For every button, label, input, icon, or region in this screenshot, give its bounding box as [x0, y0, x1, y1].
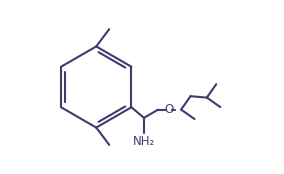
- Text: NH₂: NH₂: [133, 136, 155, 148]
- Text: O: O: [164, 103, 174, 116]
